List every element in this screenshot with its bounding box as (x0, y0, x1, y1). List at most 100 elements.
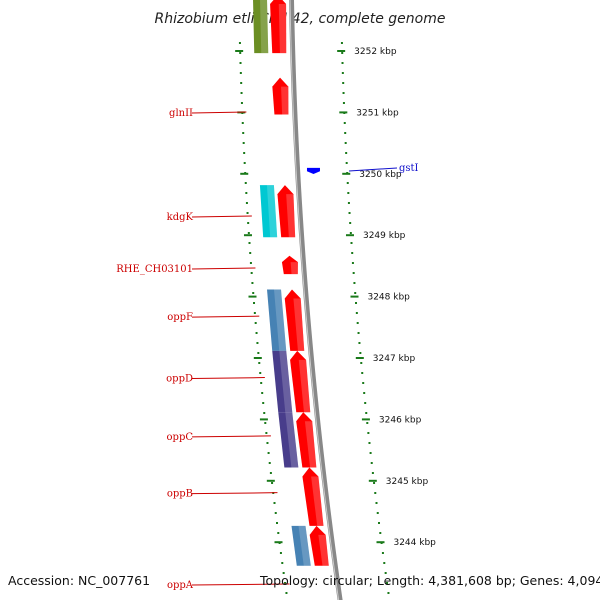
ruler-dot (269, 472, 272, 474)
ruler-dot (257, 352, 260, 354)
gene-arrow-oppC (296, 412, 317, 468)
ruler-dot (352, 272, 355, 274)
gene-arrow-oppD (290, 350, 311, 413)
gene-arrow-shade-RHE_CH03101 (290, 262, 298, 275)
ruler-dot (266, 442, 269, 444)
ruler-dot (255, 332, 258, 334)
oppD-feature (272, 350, 293, 413)
gene-label-glnII: glnII (169, 108, 193, 119)
backbone-highlight (289, 0, 340, 600)
ruler-dot (343, 122, 346, 124)
ruler-dot (243, 152, 246, 154)
oppF-feature (267, 289, 287, 351)
kbp-tick-label: 3245 kbp (386, 477, 429, 487)
ruler-dot (268, 462, 271, 464)
ruler-dot (282, 572, 285, 574)
ruler-dot (243, 162, 246, 164)
ruler-dot (371, 472, 374, 474)
ruler-dot (378, 522, 381, 524)
ruler-dot (341, 62, 344, 64)
ruler-dot (357, 332, 360, 334)
ruler-dot (240, 102, 243, 104)
ruler-dot (367, 432, 370, 434)
gene-arrow-shade-oppA (318, 534, 329, 566)
ruler-dot (253, 312, 256, 314)
ruler-dot (370, 462, 373, 464)
ruler-dot (247, 232, 250, 234)
ruler-dot (368, 442, 371, 444)
gene-arrow-kdgK (277, 185, 296, 238)
oppC-feature-shade (285, 412, 299, 468)
ruler-dot (348, 212, 351, 214)
ruler-dot (238, 42, 241, 44)
ruler-dot (341, 72, 344, 74)
accession-text: Accession: NC_007761 (8, 573, 151, 588)
kbp-tick-label: 3248 kbp (367, 293, 410, 303)
ruler-dot (277, 532, 280, 534)
ruler-dot (244, 182, 247, 184)
label-leader-glnII (191, 111, 247, 114)
ruler-dot (271, 482, 274, 484)
oppA-feature-shade (298, 525, 311, 566)
gene-label-oppF: oppF (167, 312, 193, 323)
ruler-dot (358, 342, 361, 344)
ruler-dot (375, 502, 378, 504)
ruler-dot (263, 412, 266, 414)
ruler-dot (347, 202, 350, 204)
ruler-dot (342, 82, 345, 84)
ruler-dot (369, 452, 372, 454)
ruler-dot (379, 532, 382, 534)
ruler-dot (341, 52, 344, 54)
ruler-dot (285, 592, 288, 594)
gene-label-RHE_CH03101: RHE_CH03101 (116, 264, 193, 275)
ruler-dot (241, 122, 244, 124)
ruler-dot (246, 212, 249, 214)
ruler-dot (242, 132, 245, 134)
ruler-dot (381, 552, 384, 554)
ruler-dot (245, 192, 248, 194)
ruler-dot (353, 282, 356, 284)
ruler-dot (258, 362, 261, 364)
label-leader-gstI (348, 167, 398, 172)
gene-label-oppC: oppC (167, 432, 194, 443)
ruler-dot (239, 72, 242, 74)
ruler-dot (362, 382, 365, 384)
ruler-dot (242, 142, 245, 144)
ruler-dot (260, 382, 263, 384)
ruler-dot (253, 302, 256, 304)
oppF-feature-shade (274, 289, 287, 351)
ruler-dot (264, 422, 267, 424)
ruler-dot (374, 492, 377, 494)
ruler-dot (261, 392, 264, 394)
genome-summary-text: Topology: circular; Length: 4,381,608 bp… (260, 573, 600, 588)
ruler-dot (340, 42, 343, 44)
ruler-dot (384, 572, 387, 574)
ruler-dot (245, 202, 248, 204)
ruler-dot (361, 372, 364, 374)
kbp-tick-label: 3249 kbp (363, 231, 406, 241)
gene-arrow-shade-oppB (311, 476, 324, 526)
ruler-dot (360, 362, 363, 364)
kbp-ticks: 3252 kbp 3251 kbp 3250 kbp 3249 kbp 3248 kbp… (235, 47, 436, 548)
label-leader-kdgK (191, 215, 252, 218)
label-leader-oppC (191, 435, 271, 438)
ruler-dot (256, 342, 259, 344)
gene-label-oppD: oppD (166, 374, 193, 385)
ruler-dot (240, 82, 243, 84)
kbp-tick-label: 3244 kbp (393, 538, 436, 548)
ruler-dot (240, 92, 243, 94)
ruler-dot (342, 92, 345, 94)
ruler-dot (373, 482, 376, 484)
gene-arrow-shade-glnII (281, 86, 289, 115)
gene-arrow-shade-oppD (298, 359, 311, 413)
genome-backbone (289, 0, 343, 600)
gene-label-oppA: oppA (167, 580, 194, 591)
gene-arrow-oppA (309, 525, 329, 566)
kbp-tick-label: 3252 kbp (354, 47, 397, 57)
ruler-dot (259, 372, 262, 374)
gene-arrow-gstI (306, 167, 320, 175)
ruler-dot (344, 142, 347, 144)
genome-title: Rhizobium etli CFN 42, complete genome (155, 11, 446, 27)
ruler-dot (349, 222, 352, 224)
